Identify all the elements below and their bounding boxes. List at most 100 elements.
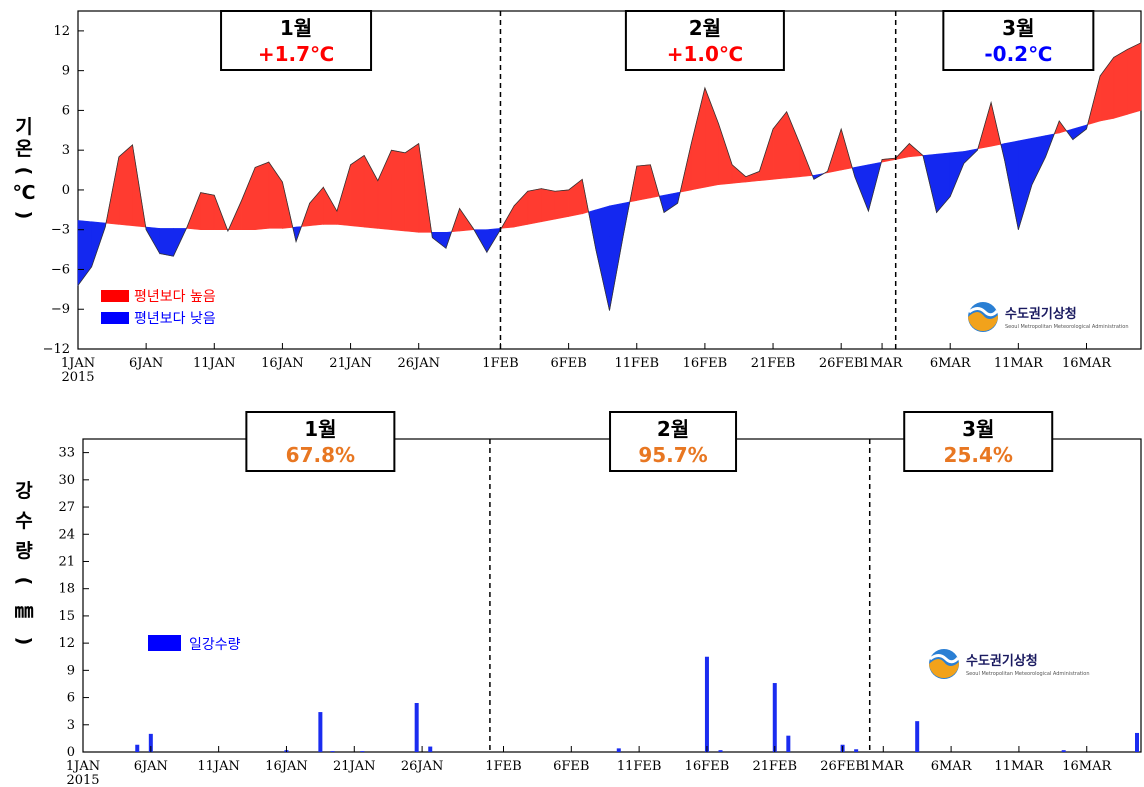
y-tick-label: 0 — [62, 183, 70, 198]
month-box-value: 67.8% — [286, 443, 355, 467]
month-summary-box: 3월-0.2℃ — [942, 10, 1095, 71]
x-tick-label: 26JAN — [401, 759, 444, 774]
plot-frame — [77, 10, 1142, 350]
month-box-title: 2월 — [657, 417, 689, 441]
anomaly-warm-area — [554, 189, 569, 220]
y-axis-label-char: 량 — [15, 540, 33, 562]
precip-bar — [414, 703, 419, 752]
x-tick-label: 11MAR — [994, 356, 1044, 371]
anomaly-warm-area — [118, 144, 133, 227]
observed-temperature-line — [77, 42, 1142, 311]
month-box-value: +1.0℃ — [667, 42, 743, 66]
x-tick-label: 21FEB — [752, 759, 797, 774]
y-axis-label-char: 기 — [15, 116, 32, 138]
y-tick-label: 24 — [58, 527, 75, 542]
precip-bar — [1061, 750, 1066, 752]
year-label: 2015 — [66, 773, 99, 787]
logo-stripe-icon — [929, 654, 960, 664]
x-tick-label: 1JAN — [66, 759, 100, 774]
precip-bar — [428, 746, 433, 752]
legend-label: 평년보다 낮음 — [134, 311, 216, 327]
x-tick-label: 6FEB — [550, 356, 586, 371]
anomaly-cold-area — [1004, 140, 1019, 230]
month-box-frame — [624, 10, 785, 71]
x-tick-label: 21JAN — [329, 356, 372, 371]
x-tick-label: 11JAN — [193, 356, 236, 371]
anomaly-warm-area — [336, 164, 351, 227]
anomaly-warm-area — [690, 87, 706, 191]
logo-subtext: Seoul Metropolitan Meteorological Admini… — [966, 671, 1090, 677]
x-tick-label: 11FEB — [617, 759, 662, 774]
month-box-value: -0.2℃ — [984, 42, 1052, 66]
anomaly-warm-area — [704, 87, 719, 188]
anomaly-warm-area — [200, 192, 215, 231]
anomaly-cold-area — [949, 151, 965, 197]
y-axis-label-char: ㎜ — [14, 600, 33, 622]
y-axis-label-char: ) — [13, 211, 35, 220]
anomaly-warm-area — [309, 186, 324, 227]
y-tick-label: −12 — [43, 342, 70, 357]
anomaly-warm-area — [391, 149, 406, 232]
y-axis-label-char: 강 — [15, 480, 33, 502]
logo-stripe-icon — [968, 307, 999, 317]
logo-wave-icon — [968, 311, 999, 332]
precip-bar — [148, 733, 153, 752]
x-tick-label: 16JAN — [261, 356, 304, 371]
y-tick-label: 6 — [67, 691, 75, 706]
anomaly-cold-area — [663, 192, 678, 214]
y-axis-label-char: ( — [13, 577, 35, 586]
x-tick-label: 1JAN — [61, 356, 95, 371]
month-box-title: 1월 — [304, 417, 336, 441]
precip-bar — [704, 656, 709, 752]
legend-swatch — [101, 312, 129, 324]
anomaly-warm-area — [363, 155, 379, 229]
anomaly-warm-area — [718, 123, 733, 185]
x-tick-label: 6MAR — [931, 759, 973, 774]
y-tick-label: 3 — [67, 718, 75, 733]
month-box-frame — [609, 411, 738, 472]
anomaly-warm-area — [745, 170, 760, 183]
anomaly-warm-area — [377, 150, 392, 231]
precip-bar — [772, 683, 777, 752]
anomaly-cold-area — [936, 152, 951, 214]
x-tick-label: 6MAR — [930, 356, 972, 371]
month-box-value: 95.7% — [638, 443, 707, 467]
y-tick-label: 3 — [62, 143, 70, 158]
anomaly-warm-area — [1113, 48, 1128, 119]
month-box-title: 2월 — [689, 16, 721, 40]
precip-bar — [318, 712, 323, 752]
y-tick-label: −3 — [51, 223, 70, 238]
y-axis-label-char: ℃ — [12, 182, 35, 204]
y-tick-label: 21 — [58, 554, 75, 569]
x-tick-label: 26FEB — [820, 759, 865, 774]
y-tick-label: 9 — [62, 64, 70, 79]
anomaly-cold-area — [1018, 137, 1033, 230]
anomaly-warm-area — [541, 188, 556, 223]
y-axis-label-char: ( — [13, 167, 35, 176]
precip-bar — [1135, 732, 1139, 752]
legend-label: 일강수량 — [189, 637, 241, 653]
plot-frame — [82, 438, 1142, 753]
month-box-title: 3월 — [1002, 16, 1034, 40]
logo-top: 수도권기상청 Seoul Metropolitan Meteorological … — [968, 302, 1129, 332]
y-tick-label: 9 — [67, 663, 75, 678]
x-tick-label: 6JAN — [129, 356, 163, 371]
anomaly-warm-area — [731, 164, 747, 184]
precip-bar — [786, 735, 791, 752]
x-tick-label: 1FEB — [485, 759, 521, 774]
y-tick-label: 33 — [58, 446, 75, 461]
legend-swatch — [101, 290, 129, 302]
anomaly-warm-area — [1127, 42, 1142, 115]
precip-bar — [718, 750, 723, 752]
anomaly-warm-area — [759, 128, 774, 181]
y-tick-label: 12 — [53, 24, 70, 39]
year-label: 2015 — [61, 370, 94, 385]
y-tick-label: 6 — [62, 103, 70, 118]
x-tick-label: 16MAR — [1062, 759, 1112, 774]
x-tick-label: 11JAN — [197, 759, 240, 774]
logo-bottom: 수도권기상청 Seoul Metropolitan Meteorological … — [929, 649, 1090, 679]
